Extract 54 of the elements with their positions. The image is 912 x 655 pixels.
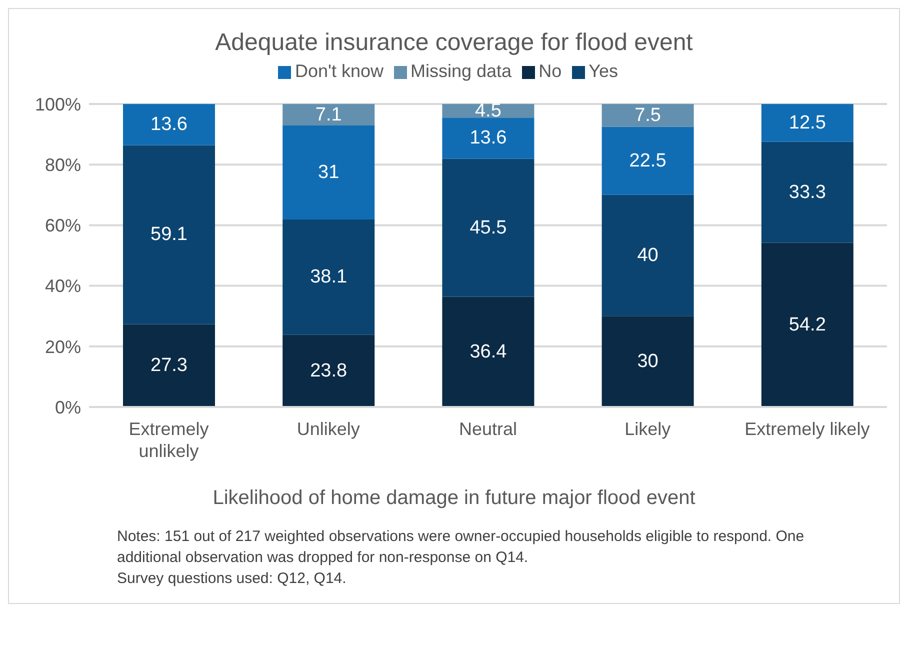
- text: Notes: 151 out of 217 weighted observations were owner-occupied households eligible to respond. One additional observation was dropped for non-response on Q14.: [117, 527, 806, 568]
- bar: [602, 194, 694, 316]
- y-tick-label: 60%: [44, 216, 81, 236]
- bar: [442, 158, 534, 297]
- data-label: 7.5: [634, 104, 662, 126]
- text: Survey questions used: Q12, Q14.: [117, 569, 348, 589]
- bar: [282, 219, 375, 335]
- legend-label: No: [538, 61, 562, 81]
- y-tick-label: 40%: [44, 276, 81, 296]
- bar: [282, 126, 375, 220]
- data-label: 59.1: [150, 224, 188, 246]
- legend-label: Missing data: [410, 61, 512, 81]
- bar: [602, 126, 694, 195]
- x-tick-label: Neutral: [458, 419, 518, 439]
- data-label: 13.6: [470, 128, 507, 149]
- y-tick-label: 100%: [34, 94, 81, 114]
- data-label: 33.3: [788, 182, 826, 203]
- chart-title: Adequate insurance coverage for flood event: [214, 29, 694, 57]
- data-label: 54.2: [788, 314, 826, 336]
- bar: [282, 104, 375, 126]
- legend-label: Don't know: [295, 61, 384, 81]
- bar: [123, 104, 215, 146]
- y-tick-label: 20%: [44, 336, 81, 357]
- bar: [602, 316, 694, 407]
- bar: [442, 118, 534, 159]
- data-label: 30: [637, 351, 658, 372]
- data-label: 23.8: [310, 360, 348, 382]
- y-tick-label: 0%: [54, 397, 81, 418]
- bar: [761, 242, 854, 407]
- bar: [761, 142, 854, 243]
- data-label: 38.1: [310, 266, 348, 288]
- data-label: 22.5: [629, 150, 666, 172]
- x-tick-label: Extremely unlikely: [128, 419, 209, 461]
- data-label: 27.3: [150, 355, 188, 376]
- data-label: 7.1: [315, 104, 342, 126]
- data-label: 12.5: [788, 112, 826, 134]
- data-label: 4.5: [474, 100, 502, 122]
- data-label: 13.6: [150, 114, 188, 136]
- bar: [282, 334, 375, 407]
- bar: [602, 104, 694, 127]
- data-label: 36.4: [470, 341, 508, 362]
- data-label: 31: [318, 162, 340, 183]
- legend-label: Yes: [588, 61, 618, 81]
- data-label: 40: [637, 245, 658, 266]
- x-axis-title: Likelihood of home damage in future major flood event: [212, 487, 696, 510]
- x-tick-label: Unlikely: [296, 419, 360, 439]
- y-tick-label: 80%: [44, 154, 81, 175]
- data-label: 45.5: [470, 217, 507, 238]
- bar: [761, 104, 854, 142]
- x-tick-label: Extremely likely: [744, 419, 870, 439]
- bar: [442, 296, 534, 407]
- bar: [123, 145, 215, 324]
- x-tick-label: Likely: [624, 419, 671, 439]
- bar: [123, 324, 215, 407]
